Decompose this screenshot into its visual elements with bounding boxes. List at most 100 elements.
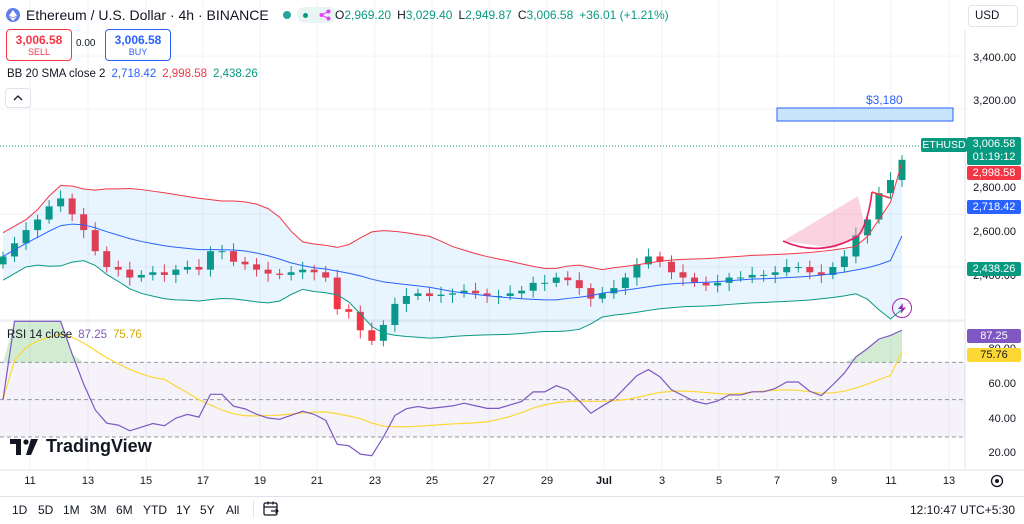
time-axis-label: 11	[885, 475, 897, 487]
ohlc-key: L	[458, 8, 466, 22]
rsi-value: 87.25	[78, 329, 107, 341]
candle	[886, 180, 894, 194]
timeframe-button-1y[interactable]: 1Y	[176, 503, 191, 517]
rsi-line	[2, 320, 903, 457]
candle	[863, 219, 871, 236]
ohlc-value: 2,969.20	[344, 8, 392, 22]
candle	[817, 272, 825, 275]
candle	[368, 330, 376, 341]
candle	[126, 269, 134, 278]
candle	[103, 251, 111, 267]
candle	[714, 282, 722, 286]
candle	[287, 272, 295, 275]
time-axis-label: 13	[942, 475, 956, 487]
candle	[206, 251, 214, 270]
candle	[829, 267, 837, 275]
ethereum-icon	[6, 8, 20, 22]
currency-label: USD	[975, 10, 1000, 22]
bb-fill	[3, 161, 902, 339]
symbol-title: Ethereum / U.S. Dollar · 4h · BINANCE	[26, 7, 269, 23]
timeframe-button-1m[interactable]: 1M	[63, 503, 80, 517]
sell-button[interactable]: 3,006.58 SELL	[6, 29, 72, 61]
time-axis-label: 13	[81, 475, 95, 487]
brand-name: TradingView	[46, 436, 152, 456]
candle	[299, 269, 307, 273]
tradingview-logo[interactable]: TradingView	[10, 436, 152, 457]
tradingview-logo-icon	[10, 438, 38, 455]
share-icon	[319, 9, 331, 21]
pattern-arrow	[871, 191, 891, 199]
buy-button[interactable]: 3,006.58 BUY	[105, 29, 171, 61]
candle	[0, 256, 7, 265]
bb-basis-line	[2, 223, 903, 301]
candle	[760, 274, 768, 276]
bb-legend[interactable]: BB 20 SMA close 2 2,718.42 2,998.58 2,43…	[7, 68, 258, 80]
candle	[425, 293, 433, 296]
last-price-tag: 3,006.58 01:19:12	[967, 137, 1021, 165]
candle	[80, 214, 88, 231]
candle	[114, 267, 122, 270]
timeframe-button-6m[interactable]: 6M	[116, 503, 133, 517]
ohlc-value: 3,029.40	[405, 8, 453, 22]
timeframe-button-3m[interactable]: 3M	[90, 503, 107, 517]
rsi-legend[interactable]: RSI 14 close 87.25 75.76	[7, 329, 142, 341]
bb-upper-tag: 2,998.58	[967, 166, 1021, 180]
time-axis-label: 29	[540, 475, 554, 487]
candle	[437, 294, 445, 296]
price-change: +36.01 (+1.21%)	[579, 8, 669, 22]
time-axis-label: 15	[139, 475, 153, 487]
time-axis-label: 21	[310, 475, 324, 487]
bb-legend-label: BB 20 SMA close 2	[7, 68, 106, 80]
collapse-legend-button[interactable]	[5, 88, 31, 108]
candle	[183, 267, 191, 270]
timeframe-button-5d[interactable]: 5D	[38, 503, 54, 517]
candle	[22, 230, 30, 244]
date-range-icon[interactable]	[262, 500, 280, 523]
indicator-chip[interactable]	[296, 7, 337, 23]
sell-price: 3,006.58	[15, 32, 63, 47]
clock[interactable]: 12:10:47 UTC+5:30	[910, 503, 1016, 517]
candle	[875, 193, 883, 220]
spread-value: 0.00	[76, 38, 96, 49]
time-axis-label: 27	[482, 475, 496, 487]
price-axis-label: 3,400.00	[973, 52, 1016, 64]
candle	[679, 272, 687, 278]
bb-upper-value: 2,998.58	[162, 68, 207, 80]
axis-settings-icon[interactable]	[990, 474, 1004, 488]
candle	[449, 293, 456, 295]
symbol-header[interactable]: Ethereum / U.S. Dollar · 4h · BINANCE	[6, 5, 337, 25]
candle	[633, 264, 641, 278]
target-label[interactable]: $3,180	[866, 93, 903, 107]
candle	[414, 293, 422, 296]
candle	[57, 198, 65, 207]
ohlc-item: L2,949.87	[458, 8, 511, 22]
dot-icon	[302, 12, 308, 18]
candle	[806, 267, 814, 273]
ohlc-readout: O2,969.20 H3,029.40 L2,949.87 C3,006.58 +36.…	[335, 8, 669, 22]
lightning-icon[interactable]	[892, 298, 912, 318]
timeframe-button-5y[interactable]: 5Y	[200, 503, 215, 517]
bottom-toolbar	[0, 496, 1024, 524]
currency-button[interactable]: USD	[968, 5, 1018, 27]
timeframe-button-all[interactable]: All	[226, 503, 240, 517]
ohlc-item: O2,969.20	[335, 8, 391, 22]
candle	[621, 277, 629, 289]
market-status-dot	[282, 11, 291, 19]
buy-price: 3,006.58	[114, 32, 162, 47]
ohlc-value: 2,949.87	[465, 8, 512, 22]
timeframe-button-ytd[interactable]: YTD	[143, 503, 167, 517]
candle	[160, 272, 168, 275]
price-axis-label: 2,800.00	[973, 182, 1016, 194]
candle	[34, 219, 42, 231]
timeframe-button-1d[interactable]: 1D	[12, 503, 28, 517]
bb-basis-tag: 2,718.42	[967, 200, 1021, 214]
candle	[333, 277, 341, 310]
ohlc-key: H	[397, 8, 406, 22]
candle	[691, 277, 699, 283]
candle	[253, 264, 261, 270]
time-axis-label: 23	[368, 475, 382, 487]
bb-lower-value: 2,438.26	[212, 68, 258, 80]
toolbar-divider	[253, 500, 254, 518]
candle	[898, 159, 906, 180]
